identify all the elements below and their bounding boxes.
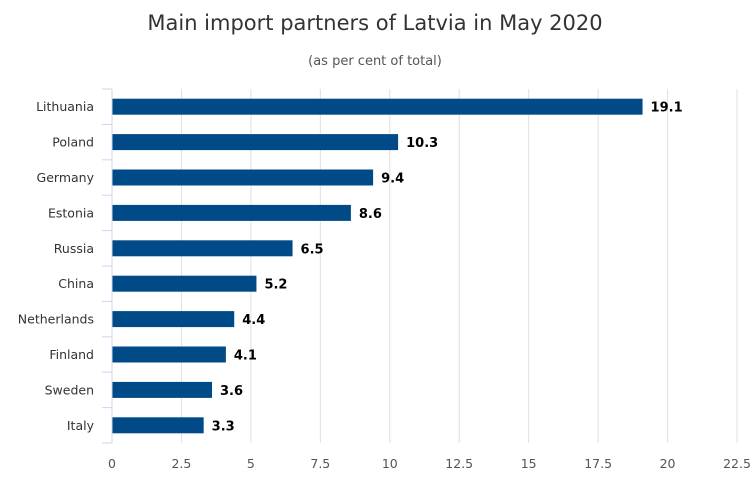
data-label: 3.6	[220, 384, 243, 399]
category-label: Poland	[52, 135, 94, 150]
x-tick-label: 22.5	[723, 456, 750, 471]
data-labels: 19.1 10.3 9.4 8.6 6.5 5.2 4.4 4.1 3.6 3.3	[212, 101, 683, 435]
x-tick-label: 0	[108, 456, 116, 471]
category-label: China	[58, 276, 94, 291]
category-label: Netherlands	[18, 312, 94, 327]
x-tick-label: 12.5	[445, 456, 473, 471]
data-label: 8.6	[359, 207, 382, 222]
chart-title: Main import partners of Latvia in May 20…	[147, 11, 602, 35]
data-label: 9.4	[381, 172, 404, 187]
category-label: Sweden	[45, 382, 94, 397]
x-tick-label: 5	[247, 456, 255, 471]
category-label: Russia	[54, 241, 94, 256]
x-tick-label: 10	[382, 456, 398, 471]
x-tick-label: 2.5	[171, 456, 191, 471]
category-labels: Lithuania Poland Germany Estonia Russia China…	[18, 88, 112, 444]
bar	[112, 134, 399, 151]
data-label: 6.5	[301, 242, 324, 257]
category-label: Lithuania	[36, 99, 94, 114]
bar	[112, 311, 235, 328]
x-tick-label: 17.5	[584, 456, 612, 471]
x-tick-label: 7.5	[310, 456, 330, 471]
bar	[112, 381, 212, 398]
x-tick-labels: 0 2.5 5 7.5 10 12.5 15 17.5 20 22.5	[108, 456, 750, 471]
data-label: 19.1	[651, 101, 683, 116]
category-label: Germany	[37, 170, 95, 185]
data-label: 5.2	[264, 278, 287, 293]
data-label: 10.3	[406, 136, 438, 151]
data-label: 4.1	[234, 349, 257, 364]
bar	[112, 169, 374, 186]
bar	[112, 417, 204, 434]
bar	[112, 275, 257, 292]
category-label: Finland	[49, 347, 94, 362]
data-label: 3.3	[212, 419, 235, 434]
bar	[112, 98, 643, 115]
data-label: 4.4	[242, 313, 265, 328]
bar	[112, 346, 226, 363]
bars	[112, 98, 643, 434]
category-label: Estonia	[48, 205, 94, 220]
x-tick-label: 15	[521, 456, 537, 471]
bar	[112, 204, 351, 221]
category-label: Italy	[67, 418, 95, 433]
x-tick-label: 20	[660, 456, 676, 471]
chart-subtitle: (as per cent of total)	[308, 54, 442, 69]
bar	[112, 240, 293, 257]
